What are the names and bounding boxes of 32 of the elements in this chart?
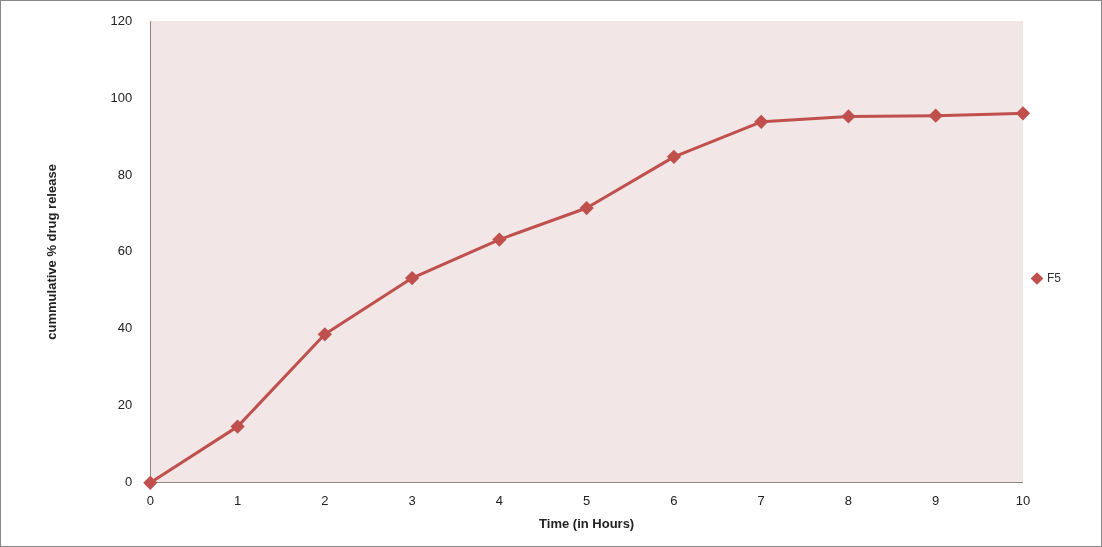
x-tick-label: 6 — [670, 493, 678, 509]
point — [405, 271, 419, 285]
point — [929, 109, 943, 123]
y-tick-label: 60 — [117, 243, 133, 259]
point — [754, 115, 768, 129]
x-tick-label: 1 — [233, 493, 242, 509]
y-tick-label: 120 — [110, 12, 133, 28]
x-tick-label: 4 — [495, 493, 503, 509]
legend-label: F5 — [1047, 270, 1062, 285]
x-tick-label: 10 — [1015, 493, 1031, 509]
point — [580, 201, 594, 215]
y-tick-label: 0 — [125, 474, 133, 490]
point — [143, 476, 157, 490]
x-tick-label: 3 — [408, 493, 416, 509]
x-tick-label: 2 — [321, 493, 329, 509]
x-axis-title: Time (in Hours) — [539, 515, 635, 531]
point — [841, 109, 855, 123]
point — [231, 420, 245, 434]
point — [1016, 106, 1030, 120]
point — [667, 150, 681, 164]
x-tick-label: 9 — [932, 493, 940, 509]
y-tick-label: 100 — [110, 89, 133, 105]
x-tick-label: 8 — [844, 493, 853, 509]
y-axis-title: cummulative % drug release — [44, 164, 60, 340]
y-tick-label: 80 — [117, 166, 133, 182]
point — [492, 233, 506, 247]
y-tick-label: 40 — [117, 320, 133, 336]
x-tick-label: 7 — [757, 493, 765, 509]
y-tick-label: 20 — [117, 397, 133, 413]
x-tick-label: 0 — [146, 493, 154, 509]
x-tick-label: 5 — [583, 493, 591, 509]
point — [318, 327, 332, 341]
